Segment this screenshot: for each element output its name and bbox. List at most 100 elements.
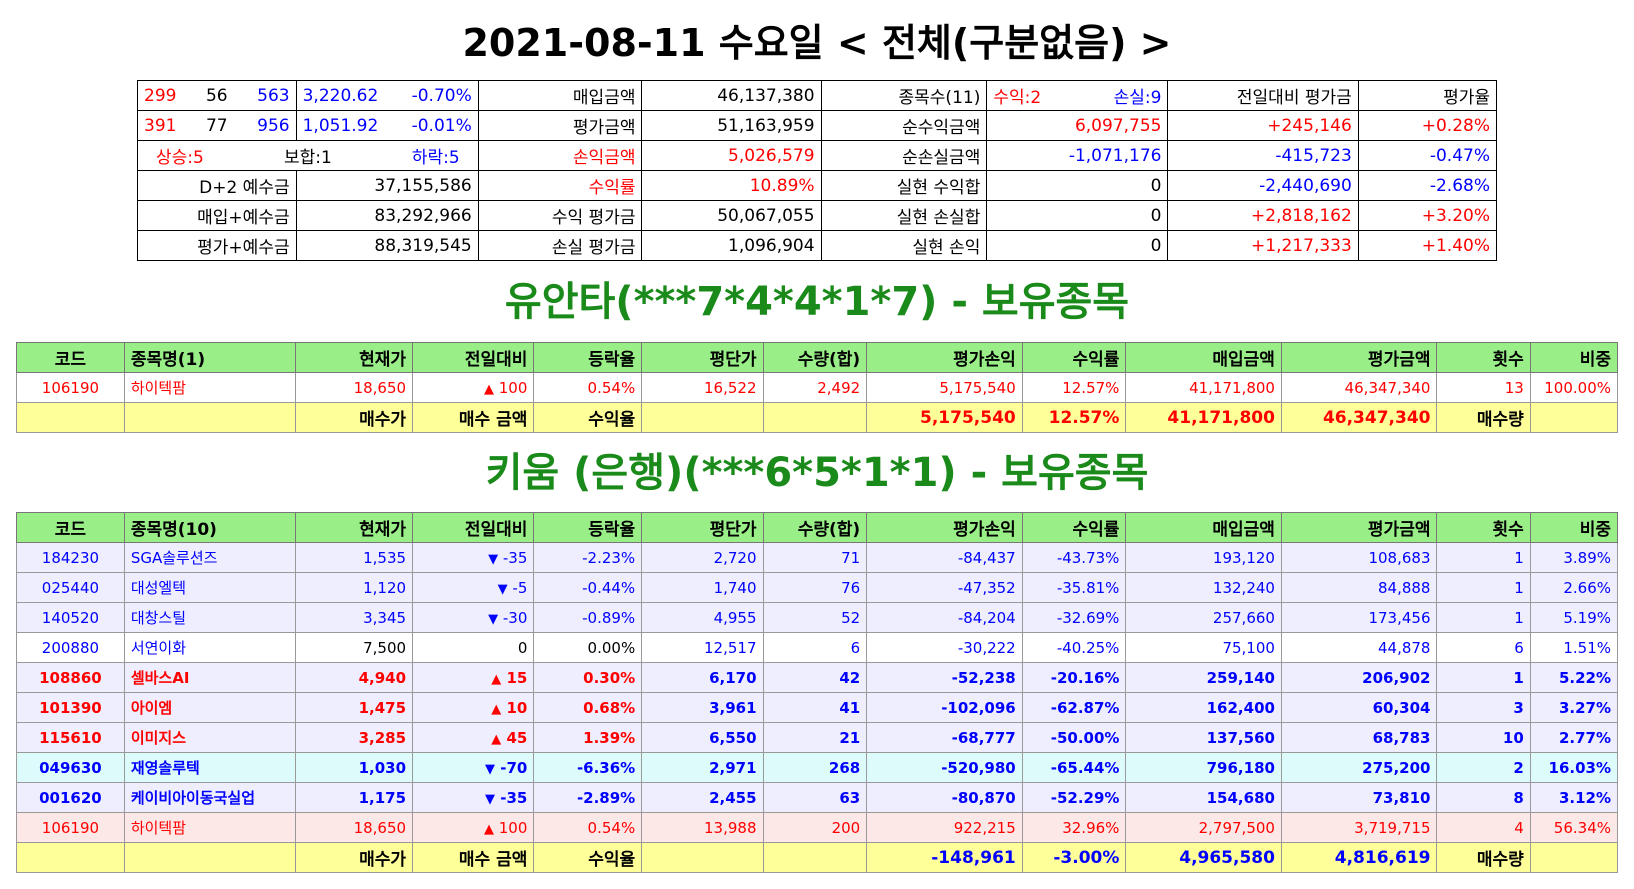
column-header[interactable]: 코드 [16,342,125,373]
footer-qty-label: 매수량 [1436,402,1531,433]
table-footer-row: 매수가 매수 금액 수익율 -148,961 -3.00% 4,965,580 4,816,… [16,842,1619,873]
loss-count: 손실:9 [1113,88,1162,108]
cell-cnt: 4 [1436,812,1531,843]
up-arrow-icon: ▲ [491,701,502,717]
cell-buy: 2,797,500 [1125,812,1282,843]
column-header[interactable]: 비중 [1529,342,1619,373]
cell-rate: -0.44% [533,572,643,603]
cell-qty: 52 [762,602,868,633]
stock-name[interactable]: 케이비아이동국실업 [123,782,296,813]
column-header[interactable]: 전일대비 [412,512,535,543]
stock-name[interactable]: 대성엘텍 [123,572,296,603]
table-row[interactable]: 101390 아이엠 1,475 ▲ 10 0.68% 3,961 41 -102,096 -6… [16,692,1619,723]
table-row[interactable]: 200880 서연이화 7,500 0 0.00% 12,517 6 -30,222 -40.2… [16,632,1619,663]
column-header[interactable]: 매입금액 [1125,342,1282,373]
stock-name[interactable]: 서연이화 [123,632,296,663]
footer-ret: -3.00% [1021,842,1127,873]
column-header[interactable]: 수익률 [1021,512,1127,543]
stock-name[interactable]: 하이텍팜 [123,812,296,843]
change-cell: ▲ 15 [412,662,535,693]
stock-name[interactable]: 재영솔루텍 [123,752,296,783]
column-header[interactable]: 평가금액 [1280,342,1438,373]
column-header[interactable]: 전일대비 [412,342,535,373]
flat-count: 보합:1 [283,148,332,168]
cell-eval: 84,888 [1280,572,1438,603]
change-cell: ▲ 10 [412,692,535,723]
table-row[interactable]: 025440 대성엘텍 1,120 ▼ -5 -0.44% 1,740 76 -47,352-… [16,572,1619,603]
stock-code: 200880 [16,632,125,663]
column-header[interactable]: 평가손익 [866,342,1023,373]
change-value: -35 [502,548,528,567]
stock-name[interactable]: 셀바스AI [123,662,296,693]
cell-weight: 16.03% [1529,752,1619,783]
column-header[interactable]: 수량(합) [762,342,868,373]
change-value: 15 [506,668,528,687]
column-header[interactable]: 매입금액 [1125,512,1282,543]
cell-rate: -0.89% [533,602,643,633]
cell-avg: 12,517 [641,632,764,663]
cell-cnt: 13 [1436,372,1531,403]
column-header[interactable]: 종목명(10) [123,512,296,543]
column-header[interactable]: 수익률 [1021,342,1127,373]
summary-label: 종목수(11) [820,80,988,111]
cell-price: 1,120 [294,572,414,603]
footer-buy: 4,965,580 [1125,842,1282,873]
cell-avg: 2,971 [641,752,764,783]
table-row[interactable]: 108860 셀바스AI 4,940 ▲ 15 0.30% 6,170 42 -52,238-… [16,662,1619,693]
column-header[interactable]: 횟수 [1436,342,1531,373]
down-count: 하락:5 [411,148,460,168]
column-header[interactable]: 평단가 [641,342,764,373]
cell-pl: -84,204 [866,602,1023,633]
cell-weight: 2.77% [1529,722,1619,753]
stock-name[interactable]: 대창스틸 [123,602,296,633]
cell-ret: 32.96% [1021,812,1127,843]
cell-buy: 162,400 [1125,692,1282,723]
table-row[interactable]: 001620 케이비아이동국실업 1,175 ▼ -35 -2.89% 2,455 63 -8… [16,782,1619,813]
cell-cnt: 3 [1436,692,1531,723]
column-header[interactable]: 종목명(1) [123,342,296,373]
footer-buy-amount: 매수 금액 [412,842,535,873]
table-row[interactable]: 140520 대창스틸 3,345 ▼ -30 -0.89% 4,955 52 -84,204… [16,602,1619,633]
stock-name[interactable]: 하이텍팜 [123,372,296,403]
table-row[interactable]: 115610 이미지스 3,285 ▲ 45 1.39% 6,550 21 -68,777 -5… [16,722,1619,753]
cell-cnt: 10 [1436,722,1531,753]
column-header[interactable]: 코드 [16,512,125,543]
stock-name[interactable]: 아이엠 [123,692,296,723]
cell-weight: 3.12% [1529,782,1619,813]
account-summary-table: 299 56 563 3,220.62 -0.70% 매입금액 46,137,380 … [137,80,1498,261]
cell-cnt: 1 [1436,572,1531,603]
cell-pl: 922,215 [866,812,1023,843]
cell-pl: -30,222 [866,632,1023,663]
column-header[interactable]: 등락율 [533,512,643,543]
stock-name[interactable]: 이미지스 [123,722,296,753]
cell-buy: 259,140 [1125,662,1282,693]
summary-row: 평가+예수금 88,319,545 손실 평가금 1,096,904 실현 손익… [137,230,1498,261]
summary-label: 평가율 [1357,80,1498,111]
summary-value: 0 [986,200,1169,231]
column-header[interactable]: 현재가 [294,342,414,373]
change-cell: ▼ -35 [412,542,535,573]
cell-buy: 137,560 [1125,722,1282,753]
table-row[interactable]: 106190 하이텍팜 18,650 ▲ 100 0.54% 16,522 2,492 5,1… [16,372,1619,403]
column-header[interactable]: 평가손익 [866,512,1023,543]
table-row[interactable]: 049630 재영솔루텍 1,030 ▼ -70 -6.36% 2,971 268 -520,… [16,752,1619,783]
column-header[interactable]: 비중 [1529,512,1619,543]
column-header[interactable]: 현재가 [294,512,414,543]
column-header[interactable]: 평가금액 [1280,512,1438,543]
column-header[interactable]: 평단가 [641,512,764,543]
table-row[interactable]: 106190 하이텍팜 18,650 ▲ 100 0.54% 13,988 200 922,2… [16,812,1619,843]
column-header[interactable]: 수량(합) [762,512,868,543]
footer-empty-cell [16,842,125,873]
stock-name[interactable]: SGA솔루션즈 [123,542,296,573]
footer-buy-price: 매수가 [294,842,414,873]
column-header[interactable]: 횟수 [1436,512,1531,543]
cell-ret: -35.81% [1021,572,1127,603]
column-header[interactable]: 등락율 [533,342,643,373]
cell-rate: 0.00% [533,632,643,663]
cell-buy: 257,660 [1125,602,1282,633]
footer-empty-cell [641,402,764,433]
summary-label: 손실 평가금 [477,230,643,261]
up-arrow-icon: ▲ [483,821,494,837]
summary-value: 6,097,755 [986,110,1169,141]
table-row[interactable]: 184230 SGA솔루션즈 1,535 ▼ -35 -2.23% 2,720 71 -84,… [16,542,1619,573]
